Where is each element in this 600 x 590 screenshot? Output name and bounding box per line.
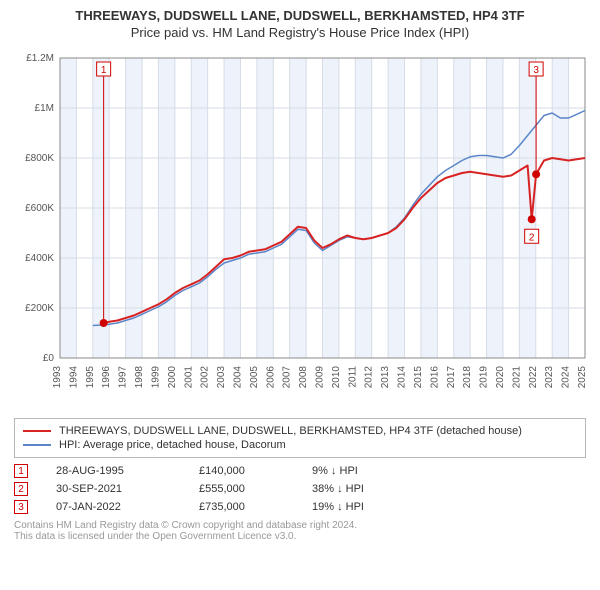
svg-text:£800K: £800K	[25, 153, 54, 164]
svg-text:2014: 2014	[397, 366, 408, 389]
svg-text:1: 1	[101, 65, 107, 76]
svg-text:2018: 2018	[462, 366, 473, 389]
svg-text:£0: £0	[43, 353, 55, 364]
svg-text:2006: 2006	[265, 366, 276, 389]
footer-line2: This data is licensed under the Open Gov…	[14, 531, 586, 542]
svg-text:2016: 2016	[429, 366, 440, 389]
sales-row: 1 28-AUG-1995 £140,000 9% ↓ HPI	[14, 464, 586, 478]
svg-text:1997: 1997	[118, 366, 129, 389]
svg-text:2008: 2008	[298, 366, 309, 389]
svg-text:2010: 2010	[331, 366, 342, 389]
sale-marker-icon: 3	[14, 500, 28, 514]
svg-text:2013: 2013	[380, 366, 391, 389]
svg-text:1996: 1996	[101, 366, 112, 389]
svg-text:2005: 2005	[249, 366, 260, 389]
svg-text:2020: 2020	[495, 366, 506, 389]
legend-swatch-hpi	[23, 444, 51, 446]
svg-text:2022: 2022	[528, 366, 539, 389]
attribution-footer: Contains HM Land Registry data © Crown c…	[14, 520, 586, 542]
sale-diff: 38% ↓ HPI	[312, 483, 412, 495]
sale-marker-icon: 2	[14, 482, 28, 496]
legend-label-property: THREEWAYS, DUDSWELL LANE, DUDSWELL, BERK…	[59, 425, 522, 437]
sale-date: 28-AUG-1995	[56, 465, 171, 477]
sale-price: £140,000	[199, 465, 284, 477]
sales-row: 2 30-SEP-2021 £555,000 38% ↓ HPI	[14, 482, 586, 496]
svg-text:£600K: £600K	[25, 203, 54, 214]
sale-diff: 19% ↓ HPI	[312, 501, 412, 513]
svg-text:2025: 2025	[577, 366, 588, 389]
svg-text:2009: 2009	[315, 366, 326, 389]
svg-text:2007: 2007	[282, 366, 293, 389]
chart-title-block: THREEWAYS, DUDSWELL LANE, DUDSWELL, BERK…	[10, 8, 590, 40]
sale-date: 30-SEP-2021	[56, 483, 171, 495]
sale-diff: 9% ↓ HPI	[312, 465, 412, 477]
svg-text:2023: 2023	[544, 366, 555, 389]
sale-marker-icon: 1	[14, 464, 28, 478]
svg-text:1998: 1998	[134, 366, 145, 389]
svg-text:£400K: £400K	[25, 253, 54, 264]
svg-text:2000: 2000	[167, 366, 178, 389]
svg-text:2011: 2011	[347, 366, 358, 388]
legend-row: HPI: Average price, detached house, Daco…	[23, 439, 577, 451]
svg-text:1995: 1995	[85, 366, 96, 389]
sale-price: £735,000	[199, 501, 284, 513]
chart-title-line2: Price paid vs. HM Land Registry's House …	[10, 25, 590, 40]
svg-text:1993: 1993	[52, 366, 63, 389]
svg-text:2017: 2017	[446, 366, 457, 389]
svg-text:3: 3	[533, 65, 539, 76]
svg-text:2003: 2003	[216, 366, 227, 389]
sale-price: £555,000	[199, 483, 284, 495]
svg-text:£1M: £1M	[35, 103, 54, 114]
svg-text:2015: 2015	[413, 366, 424, 389]
svg-text:2019: 2019	[479, 366, 490, 389]
legend-swatch-property	[23, 430, 51, 432]
price-chart: £0 £200K £400K £600K £800K £1M £1.2M 1993 1994 19…	[10, 48, 590, 408]
svg-text:2004: 2004	[232, 366, 243, 389]
svg-text:2021: 2021	[511, 366, 522, 389]
svg-text:2002: 2002	[200, 366, 211, 389]
chart-legend: THREEWAYS, DUDSWELL LANE, DUDSWELL, BERK…	[14, 418, 586, 458]
svg-text:1994: 1994	[68, 366, 79, 389]
svg-text:2024: 2024	[561, 366, 572, 389]
sales-table: 1 28-AUG-1995 £140,000 9% ↓ HPI 2 30-SEP…	[14, 464, 586, 514]
svg-text:2: 2	[529, 232, 535, 243]
svg-text:£1.2M: £1.2M	[26, 53, 54, 64]
svg-text:2012: 2012	[364, 366, 375, 389]
svg-text:£200K: £200K	[25, 303, 54, 314]
svg-text:2001: 2001	[183, 366, 194, 389]
legend-label-hpi: HPI: Average price, detached house, Daco…	[59, 439, 286, 451]
legend-row: THREEWAYS, DUDSWELL LANE, DUDSWELL, BERK…	[23, 425, 577, 437]
chart-title-line1: THREEWAYS, DUDSWELL LANE, DUDSWELL, BERK…	[10, 8, 590, 23]
footer-line1: Contains HM Land Registry data © Crown c…	[14, 520, 586, 531]
sales-row: 3 07-JAN-2022 £735,000 19% ↓ HPI	[14, 500, 586, 514]
svg-text:1999: 1999	[150, 366, 161, 389]
sale-date: 07-JAN-2022	[56, 501, 171, 513]
